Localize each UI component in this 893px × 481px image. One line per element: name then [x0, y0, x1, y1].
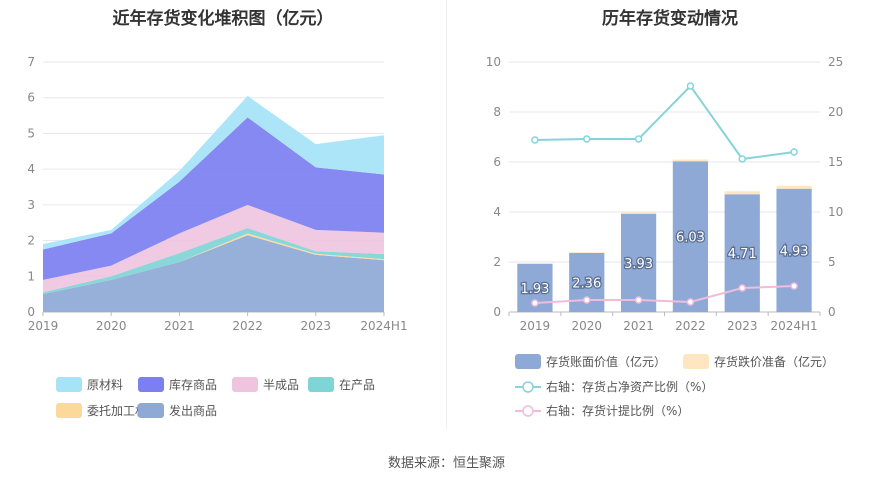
- y-right-tick-label: 25: [828, 55, 843, 69]
- legend-label: 右轴：存货占净资产比例（%）: [546, 379, 713, 394]
- y-tick-label: 0: [27, 305, 35, 319]
- legend-swatch: [683, 354, 709, 369]
- y-left-tick-label: 10: [486, 55, 501, 69]
- x-tick-label: 2019: [520, 319, 551, 333]
- legend-label: 存货账面价值（亿元）: [546, 354, 666, 369]
- area-series: [43, 204, 384, 293]
- y-left-tick-label: 2: [493, 255, 501, 269]
- legend-label: 原材料: [87, 378, 123, 392]
- line-series: [534, 84, 795, 161]
- line-point: [531, 299, 539, 307]
- legend-swatch: [56, 377, 82, 392]
- line-point: [583, 135, 591, 143]
- bar-value-label: 3.93: [624, 257, 653, 272]
- line-series: [534, 285, 795, 304]
- bar-book-value: [620, 213, 657, 312]
- area-series: [43, 117, 384, 280]
- x-tick-label: 2024H1: [770, 319, 817, 333]
- legend-label: 在产品: [339, 378, 375, 392]
- legend-swatch: [232, 377, 258, 392]
- bar-impairment-reserve: [517, 263, 553, 264]
- right-chart-title: 历年存货变动情况: [602, 9, 738, 29]
- x-tick-label: 2024H1: [360, 319, 407, 333]
- legend-swatch: [138, 403, 164, 418]
- bar-value-label: 6.03: [676, 231, 705, 246]
- bar-value-label: 2.36: [572, 277, 601, 292]
- line-point: [634, 296, 643, 304]
- bar-impairment-reserve: [620, 212, 657, 214]
- area-series: [43, 95, 384, 250]
- legend-label: 存货跌价准备（亿元）: [714, 354, 834, 369]
- bar-line-combo-chart: 0 2 4 6 8 10 0 5 10 15 20 25 2019 2020 2021 2022 2023 202…: [486, 55, 844, 418]
- line-point: [790, 148, 798, 156]
- bar-impairment-reserve: [672, 159, 709, 162]
- stacked-area-chart-panel: 近年存货变化堆积图（亿元） 0 1 2 3 4 5 6 7 2019 2020 2021 2022 20…: [0, 0, 446, 430]
- y-tick-label: 1: [27, 269, 35, 283]
- x-tick-label: 2021: [164, 319, 195, 333]
- panel-divider: [446, 0, 447, 430]
- y-right-tick-label: 15: [828, 155, 843, 169]
- y-tick-label: 5: [27, 126, 35, 140]
- y-tick-label: 2: [27, 234, 35, 248]
- y-tick-label: 4: [27, 162, 35, 176]
- x-tick-label: 2020: [96, 319, 127, 333]
- y-left-tick-label: 0: [493, 305, 501, 319]
- line-point: [634, 135, 643, 143]
- line-point: [583, 296, 591, 304]
- legend-label: 库存商品: [169, 377, 217, 392]
- legend-swatch: [56, 403, 82, 418]
- y-tick-label: 7: [27, 55, 35, 69]
- line-point: [790, 282, 798, 290]
- y-left-tick-label: 6: [493, 155, 501, 169]
- bar-book-value: [724, 194, 760, 312]
- legend-swatch: [138, 377, 164, 392]
- line-point: [531, 136, 539, 144]
- x-tick-label: 2021: [623, 319, 654, 333]
- x-tick-label: 2023: [301, 319, 332, 333]
- bar-book-value: [672, 161, 709, 312]
- left-chart-title: 近年存货变化堆积图（亿元）: [112, 9, 334, 29]
- legend-label: 右轴：存货计提比例（%）: [546, 403, 689, 418]
- bar-impairment-reserve: [724, 191, 760, 195]
- legend-label: 发出商品: [169, 403, 217, 418]
- bar-value-label: 1.93: [520, 282, 549, 297]
- y-right-tick-label: 20: [828, 105, 843, 119]
- y-tick-label: 3: [27, 198, 35, 212]
- legend-marker: [522, 405, 534, 417]
- x-tick-label: 2020: [571, 319, 602, 333]
- inventory-change-chart-panel: 历年存货变动情况 0 2 4 6 8 10 0 5 10 15 20 25 2019 2020 2021 20…: [447, 0, 893, 430]
- x-tick-label: 2023: [727, 319, 758, 333]
- legend-swatch: [515, 354, 541, 369]
- data-source-note: 数据来源：恒生聚源: [387, 456, 505, 471]
- bar-book-value: [776, 188, 812, 312]
- area-series: [43, 235, 384, 312]
- x-tick-label: 2022: [232, 319, 263, 333]
- line-point: [686, 82, 695, 90]
- bar-value-label: 4.71: [728, 247, 757, 262]
- y-left-tick-label: 4: [493, 205, 501, 219]
- y-right-tick-label: 10: [828, 205, 843, 219]
- stacked-area-chart: 0 1 2 3 4 5 6 7 2019 2020 2021 2022 2023 2024H1 原材料 库存商…: [27, 55, 408, 418]
- y-tick-label: 6: [27, 91, 35, 105]
- x-tick-label: 2022: [675, 319, 706, 333]
- area-series: [43, 228, 384, 295]
- y-left-tick-label: 8: [493, 105, 501, 119]
- legend-swatch: [308, 377, 334, 392]
- line-point: [686, 298, 695, 306]
- y-right-tick-label: 5: [828, 255, 836, 269]
- line-point: [738, 155, 746, 163]
- line-point: [738, 284, 746, 292]
- x-tick-label: 2019: [28, 319, 59, 333]
- bar-impairment-reserve: [776, 185, 812, 189]
- y-right-tick-label: 0: [828, 305, 836, 319]
- bar-impairment-reserve: [569, 252, 605, 253]
- legend-marker: [522, 381, 534, 393]
- legend-label: 半成品: [263, 378, 299, 392]
- bar-value-label: 4.93: [780, 244, 809, 259]
